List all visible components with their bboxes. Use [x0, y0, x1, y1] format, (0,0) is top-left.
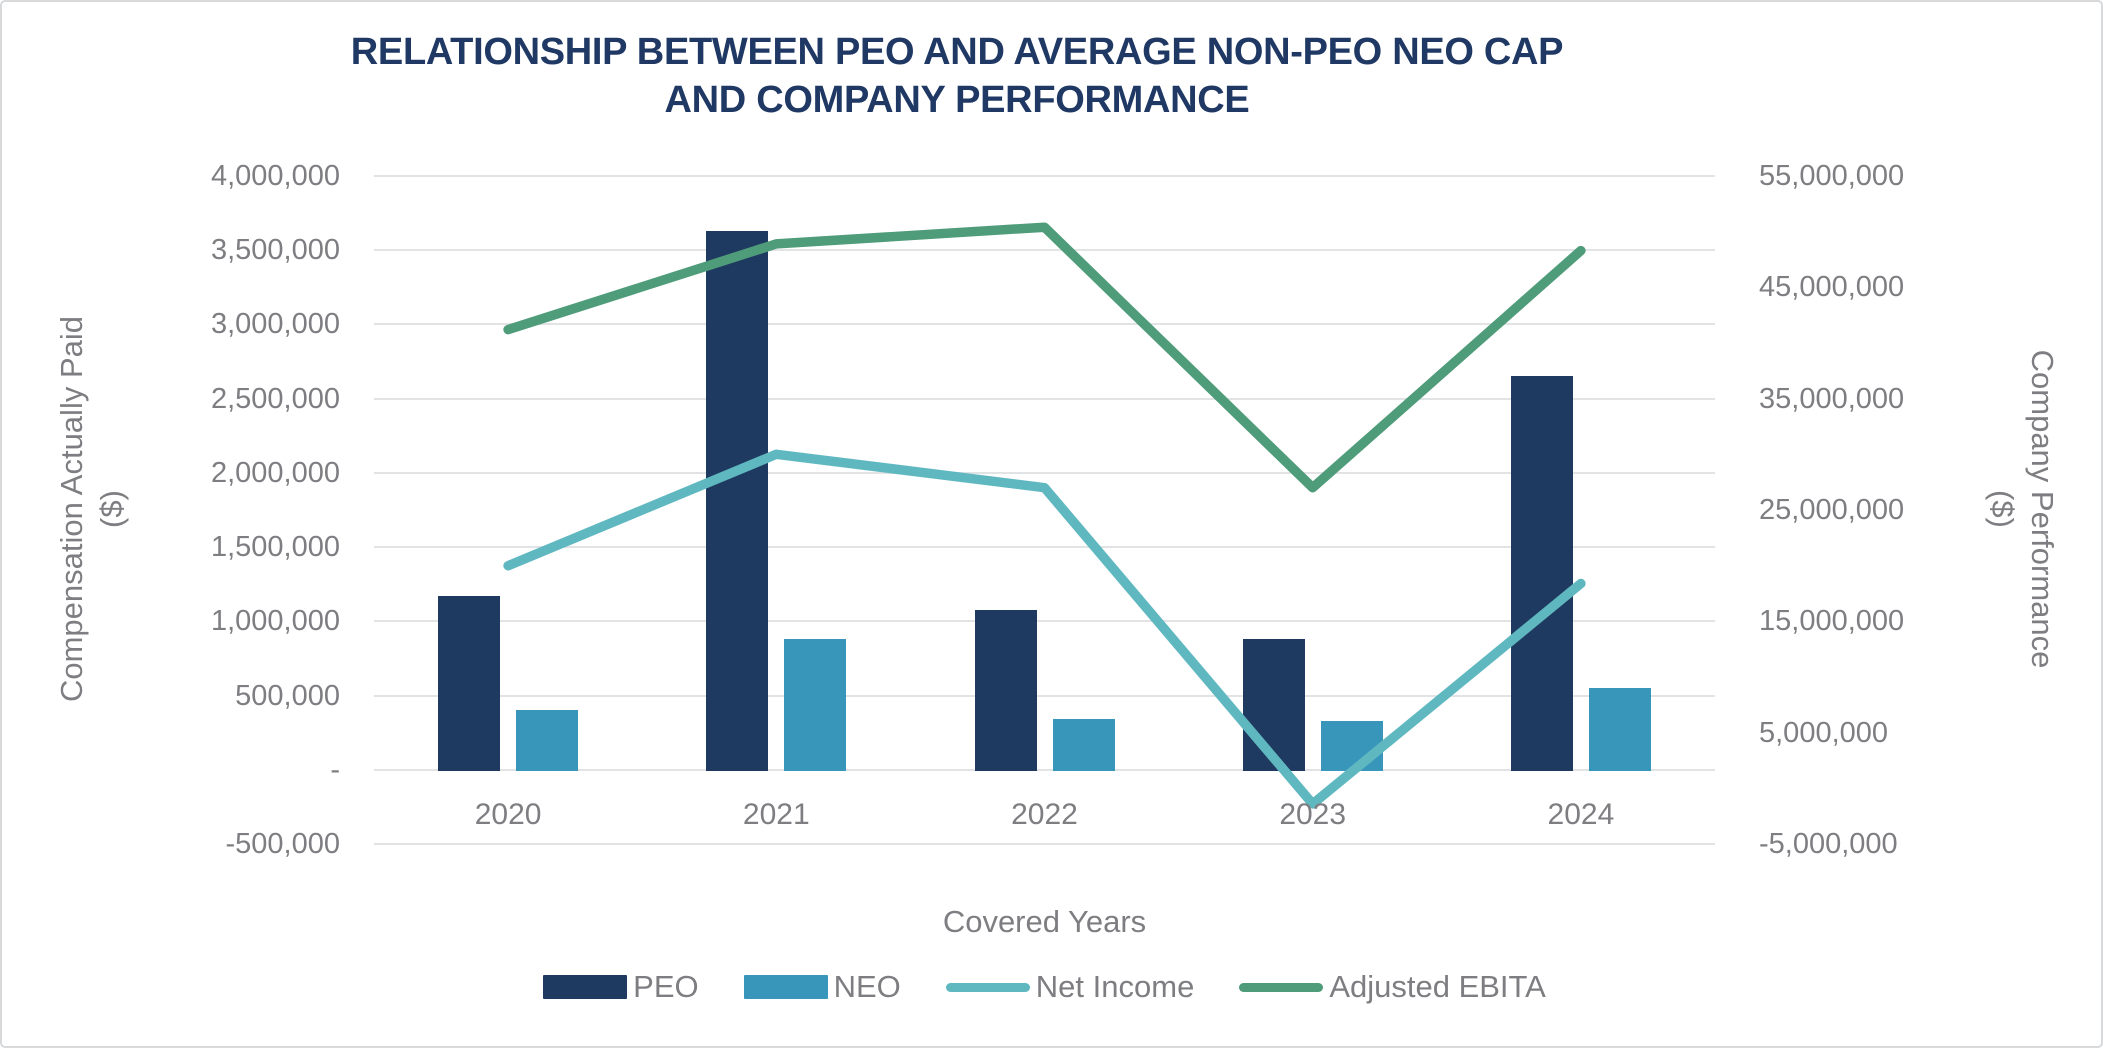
- bar-peo-2021: [706, 230, 769, 771]
- x-axis-title: Covered Years: [942, 904, 1147, 939]
- gridline: [374, 694, 1715, 697]
- chart-title-line1: RELATIONSHIP BETWEEN PEO AND AVERAGE NON…: [350, 31, 1564, 73]
- gridline: [374, 175, 1715, 177]
- chart-title-line2: AND COMPANY PERFORMANCE: [664, 79, 1250, 121]
- legend-label: Adjusted EBITA: [1329, 969, 1546, 1004]
- bar-peo-2020: [438, 596, 501, 771]
- x-axis-labels: 2020 2021 2022 2023 2024: [374, 796, 1715, 836]
- legend: PEO NEO Net Income Adjusted EBITA: [304, 964, 1785, 1010]
- left-axis-tick-label: -500,000: [225, 828, 341, 860]
- left-axis-tick-label: -: [330, 753, 340, 786]
- x-axis-label-2020: 2020: [474, 798, 542, 831]
- left-axis-tick-label: 2,500,000: [210, 382, 340, 415]
- left-axis-tick-label: 500,000: [235, 679, 340, 712]
- x-axis-label-2021: 2021: [742, 798, 810, 831]
- right-axis-ticks: 55,000,000 45,000,000 35,000,000 25,000,000…: [1759, 160, 2079, 860]
- legend-item-neo: NEO: [743, 969, 901, 1005]
- bar-peo-2024: [1510, 376, 1573, 771]
- legend-label: PEO: [633, 969, 699, 1004]
- legend-swatch-adjusted-ebita: [1239, 982, 1324, 992]
- left-axis-tick-label: 4,000,000: [210, 160, 340, 192]
- legend-item-adjusted-ebita: Adjusted EBITA: [1239, 969, 1546, 1005]
- bar-neo-2023: [1320, 720, 1383, 771]
- plot-area: [374, 175, 1715, 845]
- gridline: [374, 768, 1715, 771]
- left-axis-tick-label: 3,500,000: [210, 234, 340, 267]
- legend-label: Net Income: [1035, 969, 1195, 1004]
- gridline: [374, 249, 1715, 252]
- gridline: [374, 471, 1715, 474]
- bar-neo-2020: [516, 710, 579, 771]
- x-axis-label-2024: 2024: [1547, 798, 1615, 831]
- left-axis-ticks: 4,000,000 3,500,000 3,000,000 2,500,000 2,00…: [98, 160, 340, 860]
- legend-swatch-neo: [743, 975, 828, 999]
- bar-neo-2024: [1588, 688, 1651, 771]
- gridline: [374, 620, 1715, 623]
- left-axis-tick-label: 3,000,000: [210, 308, 340, 341]
- right-axis-tick-label: 25,000,000: [1759, 494, 1905, 526]
- right-axis-tick-label: 45,000,000: [1759, 271, 1905, 304]
- right-axis-tick-label: 35,000,000: [1759, 382, 1905, 415]
- x-axis-label-2023: 2023: [1279, 798, 1347, 831]
- line-net-income: [503, 449, 1586, 809]
- legend-label: NEO: [833, 969, 901, 1004]
- legend-item-net-income: Net Income: [945, 969, 1195, 1005]
- legend-swatch-peo: [543, 975, 628, 999]
- gridline: [374, 843, 1715, 845]
- gridline: [374, 546, 1715, 549]
- right-axis-tick-label: -5,000,000: [1759, 828, 1898, 860]
- bar-neo-2022: [1052, 719, 1115, 771]
- line-series-layer: [503, 222, 1586, 809]
- gridline: [374, 397, 1715, 400]
- chart-title: RELATIONSHIP BETWEEN PEO AND AVERAGE NON…: [257, 28, 1657, 124]
- left-axis-title-text: Compensation Actually Paid: [54, 316, 89, 703]
- x-axis-label-2022: 2022: [1011, 798, 1078, 831]
- right-axis-tick-label: 55,000,000: [1759, 160, 1905, 192]
- bar-neo-2021: [784, 639, 847, 771]
- legend-swatch-net-income: [945, 982, 1030, 992]
- bar-peo-2023: [1242, 639, 1305, 771]
- gridline: [374, 323, 1715, 326]
- legend-item-peo: PEO: [543, 969, 699, 1005]
- left-axis-tick-label: 1,500,000: [210, 531, 340, 564]
- line-adjusted-ebita: [503, 222, 1586, 493]
- right-axis-tick-label: 15,000,000: [1759, 605, 1905, 638]
- right-axis-tick-label: 5,000,000: [1759, 716, 1889, 749]
- left-axis-tick-label: 2,000,000: [210, 456, 340, 489]
- bar-peo-2022: [974, 609, 1037, 771]
- left-axis-tick-label: 1,000,000: [210, 605, 340, 638]
